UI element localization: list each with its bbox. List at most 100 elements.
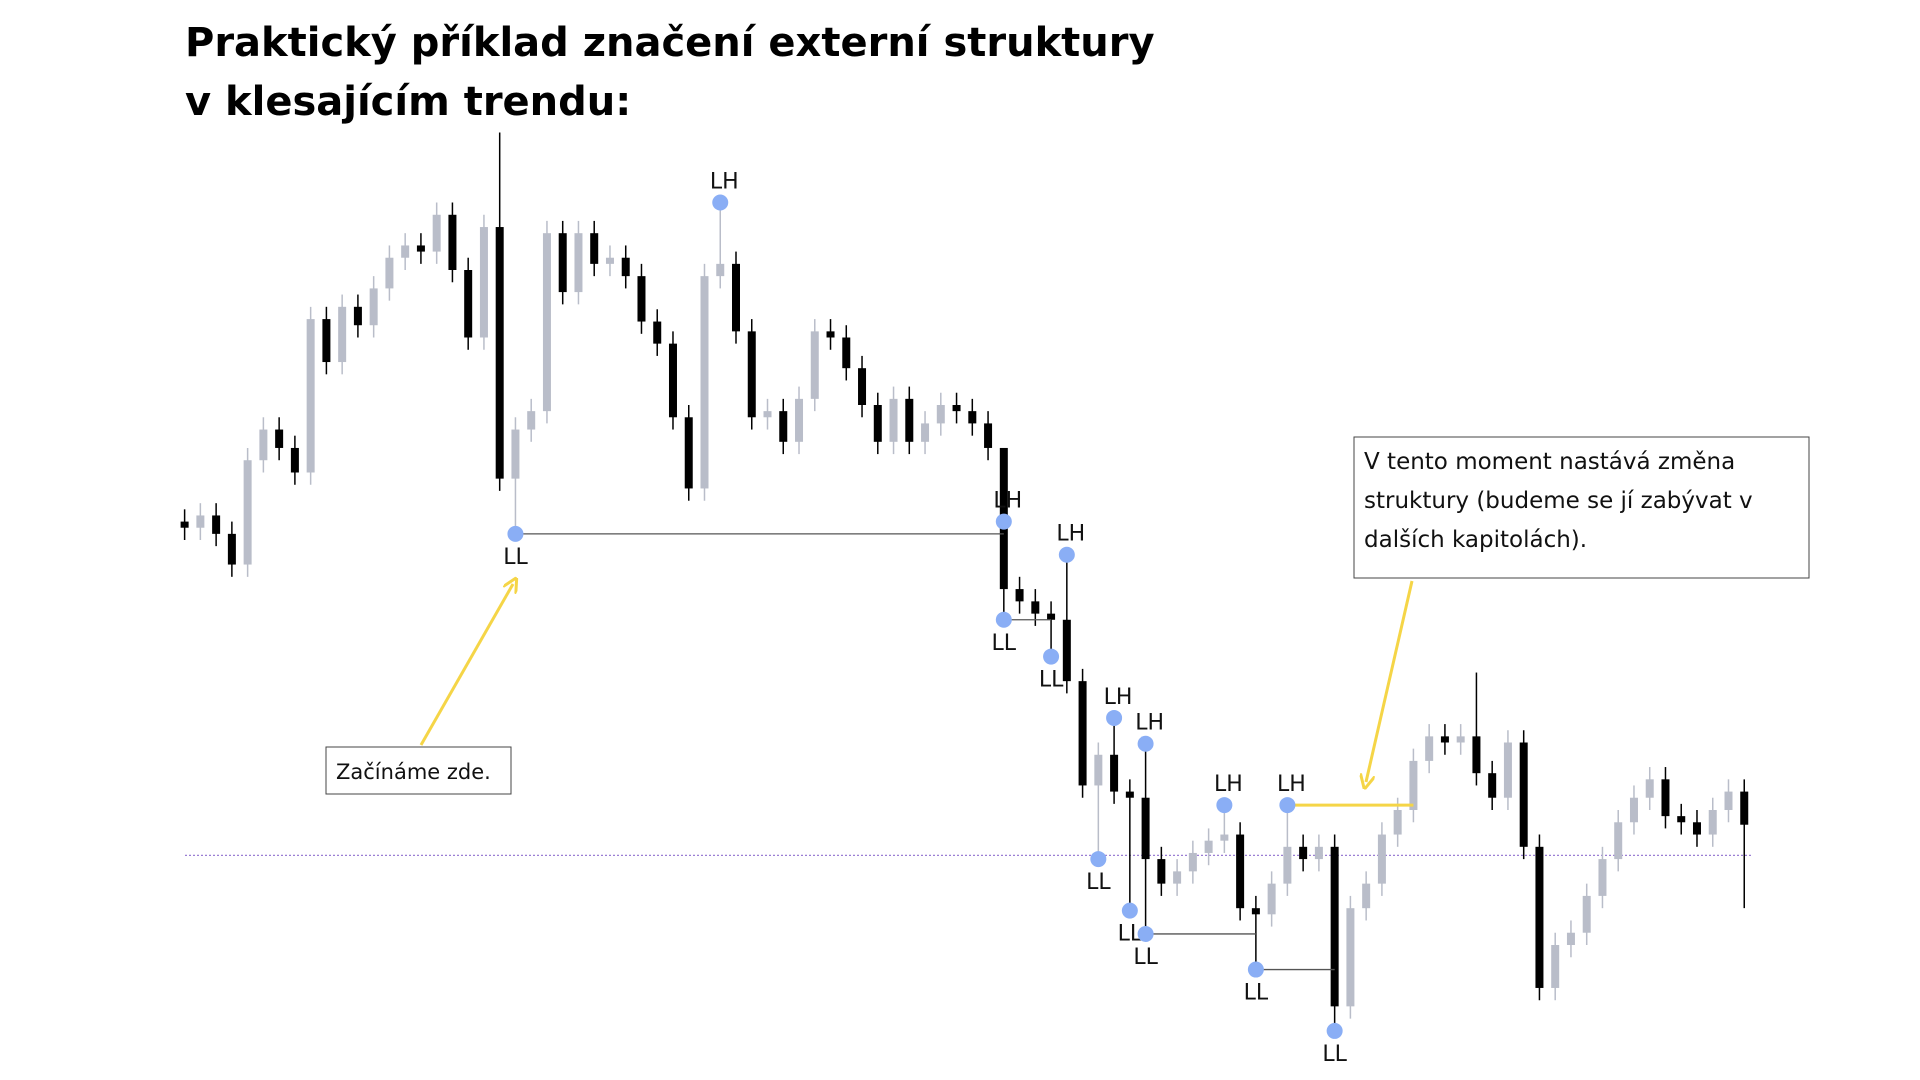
swing-point (507, 525, 524, 542)
candle-body (1125, 791, 1134, 798)
candle-body (747, 331, 756, 418)
swing-point (1137, 735, 1154, 752)
swing-point (1247, 961, 1264, 978)
swing-label: LL (1086, 870, 1111, 895)
candle-body (1724, 791, 1733, 810)
candle-body (1314, 846, 1323, 860)
callout-arrow (419, 584, 513, 746)
candle-body (984, 423, 993, 448)
candle-body (1015, 589, 1024, 602)
title-line: Praktický příklad značení externí strukt… (185, 20, 1155, 66)
candle-body (1692, 822, 1701, 835)
candle-body (1062, 619, 1071, 682)
swing-point (1137, 925, 1154, 942)
candle-body (873, 405, 882, 442)
swing-point (995, 611, 1012, 628)
candle-body (668, 343, 677, 418)
candle-body (338, 306, 347, 363)
swing-label: LL (1133, 945, 1158, 970)
candle-body (1220, 834, 1229, 841)
candle-body (1440, 736, 1449, 743)
candle-body (889, 398, 898, 442)
candle-body (180, 521, 189, 528)
swing-label: LL (992, 631, 1017, 656)
swing-label: LL (1322, 1042, 1347, 1067)
candle-body (1299, 846, 1308, 860)
swing-label: LH (1214, 772, 1243, 797)
candle-body (1551, 945, 1560, 988)
swing-point (1326, 1022, 1343, 1039)
candle-body (1503, 742, 1512, 798)
candle-body (1031, 601, 1040, 614)
swing-label: LH (1104, 685, 1133, 710)
candle-body (1614, 822, 1623, 860)
candle-body (1409, 760, 1418, 810)
swing-point (1090, 851, 1107, 868)
candle-body (1566, 932, 1575, 945)
swing-label: LH (993, 489, 1022, 514)
candle-body (1456, 736, 1465, 743)
swing-point (1043, 648, 1060, 665)
candle-body (842, 337, 851, 369)
swing-point (1058, 546, 1075, 563)
candle-body (212, 515, 221, 534)
swing-label: LH (710, 170, 739, 195)
swing-point (995, 513, 1012, 530)
candle-body (479, 227, 488, 338)
swing-label: LL (503, 545, 528, 570)
candle-body (779, 411, 788, 442)
callout-arrow (1366, 580, 1414, 782)
callout-text: dalších kapitolách). (1364, 527, 1587, 553)
candle-body (936, 405, 945, 424)
candle-body (511, 429, 520, 479)
candle-body (1204, 840, 1213, 853)
candle-body (921, 423, 930, 442)
candle-body (432, 214, 441, 252)
candle-body (448, 214, 457, 270)
candle-body (1393, 810, 1402, 835)
candle-body (227, 533, 236, 565)
candle-body (968, 411, 977, 424)
swing-point (1106, 709, 1123, 726)
candle-body (763, 411, 772, 418)
candle-body (1629, 797, 1638, 823)
candle-body (1236, 834, 1245, 909)
candle-body (542, 233, 551, 412)
candle-body (306, 319, 315, 473)
candle-body (385, 257, 394, 289)
candle-body (605, 257, 614, 264)
swing-point (1279, 797, 1296, 814)
callout-box (325, 746, 512, 795)
candle-body (1377, 834, 1386, 884)
callout-text: V tento moment nastává změna (1364, 449, 1735, 475)
candle-body (1283, 846, 1292, 884)
candle-body (574, 233, 583, 293)
swing-point (1121, 902, 1138, 919)
candle-body (401, 245, 410, 258)
candle-body (1677, 816, 1686, 823)
title-line: v klesajícím trendu: (185, 79, 631, 125)
candle-body (416, 245, 425, 252)
swing-point (1216, 797, 1233, 814)
candle-body (1488, 773, 1497, 798)
candle-body (558, 233, 567, 293)
swing-label: LH (1277, 772, 1306, 797)
candle-body (1362, 883, 1371, 909)
candle-body (464, 270, 473, 338)
candle-body (495, 227, 504, 479)
candle-body (1346, 908, 1355, 1007)
callout-text: struktury (budeme se jí zabývat v (1364, 488, 1753, 514)
candle-body (1094, 754, 1103, 786)
candle-body (1173, 871, 1182, 884)
candle-body (795, 398, 804, 442)
candle-body (1251, 908, 1260, 915)
candle-body (1157, 859, 1166, 884)
candle-body (716, 263, 725, 277)
candle-body (1661, 779, 1670, 817)
candle-body (527, 411, 536, 430)
candle-body (1141, 797, 1150, 860)
candle-body (1425, 736, 1434, 761)
candle-body (1519, 742, 1528, 847)
